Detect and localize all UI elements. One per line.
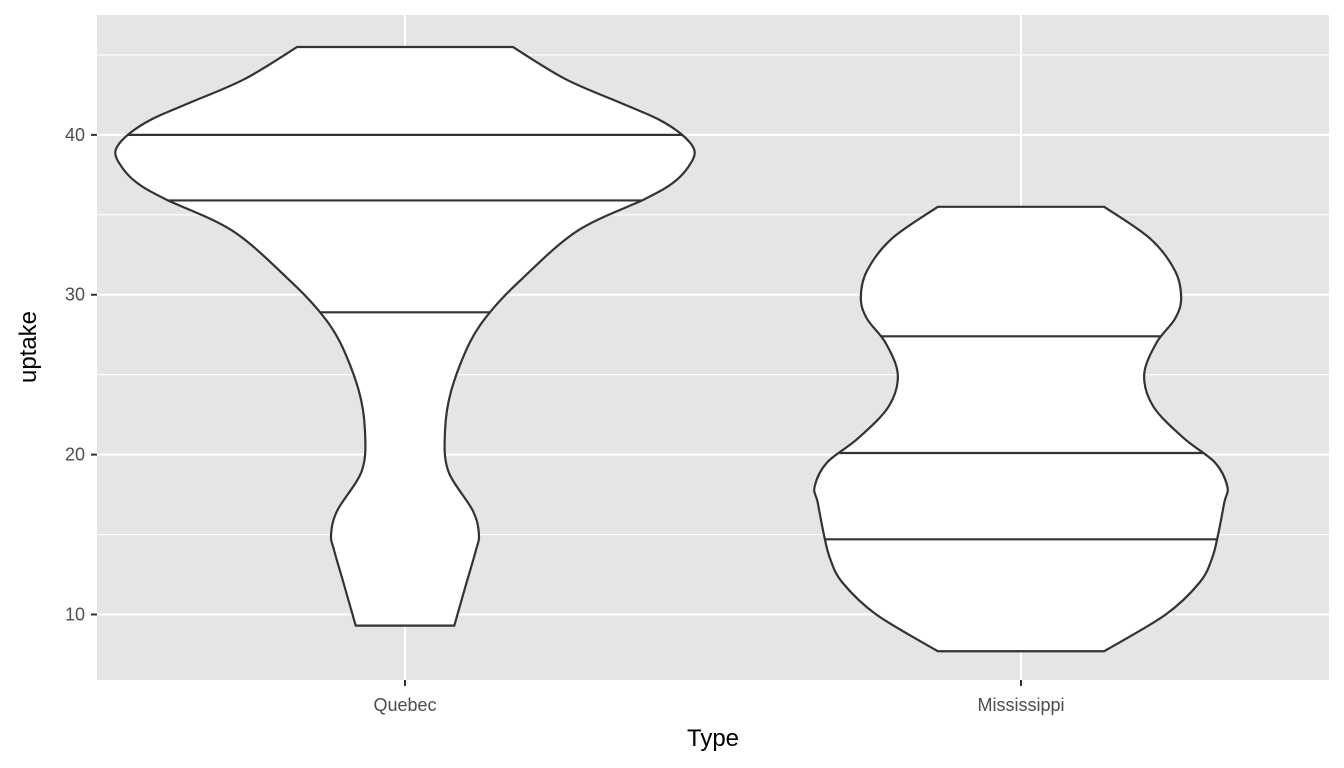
violin-quebec [114,45,696,627]
x-tick-label: Quebec [373,695,436,715]
y-tick-label: 20 [65,445,85,465]
x-axis-title: Type [687,725,739,752]
y-tick-label: 40 [65,125,85,145]
violin-mississippi [813,205,1229,653]
y-tick-label: 30 [65,285,85,305]
axes: 10 20 30 40 Quebec Mississippi [65,125,1065,715]
y-tick-label: 10 [65,604,85,624]
y-axis-title: uptake [15,311,42,383]
violins [114,45,1229,653]
x-tick-label: Mississippi [977,695,1064,715]
